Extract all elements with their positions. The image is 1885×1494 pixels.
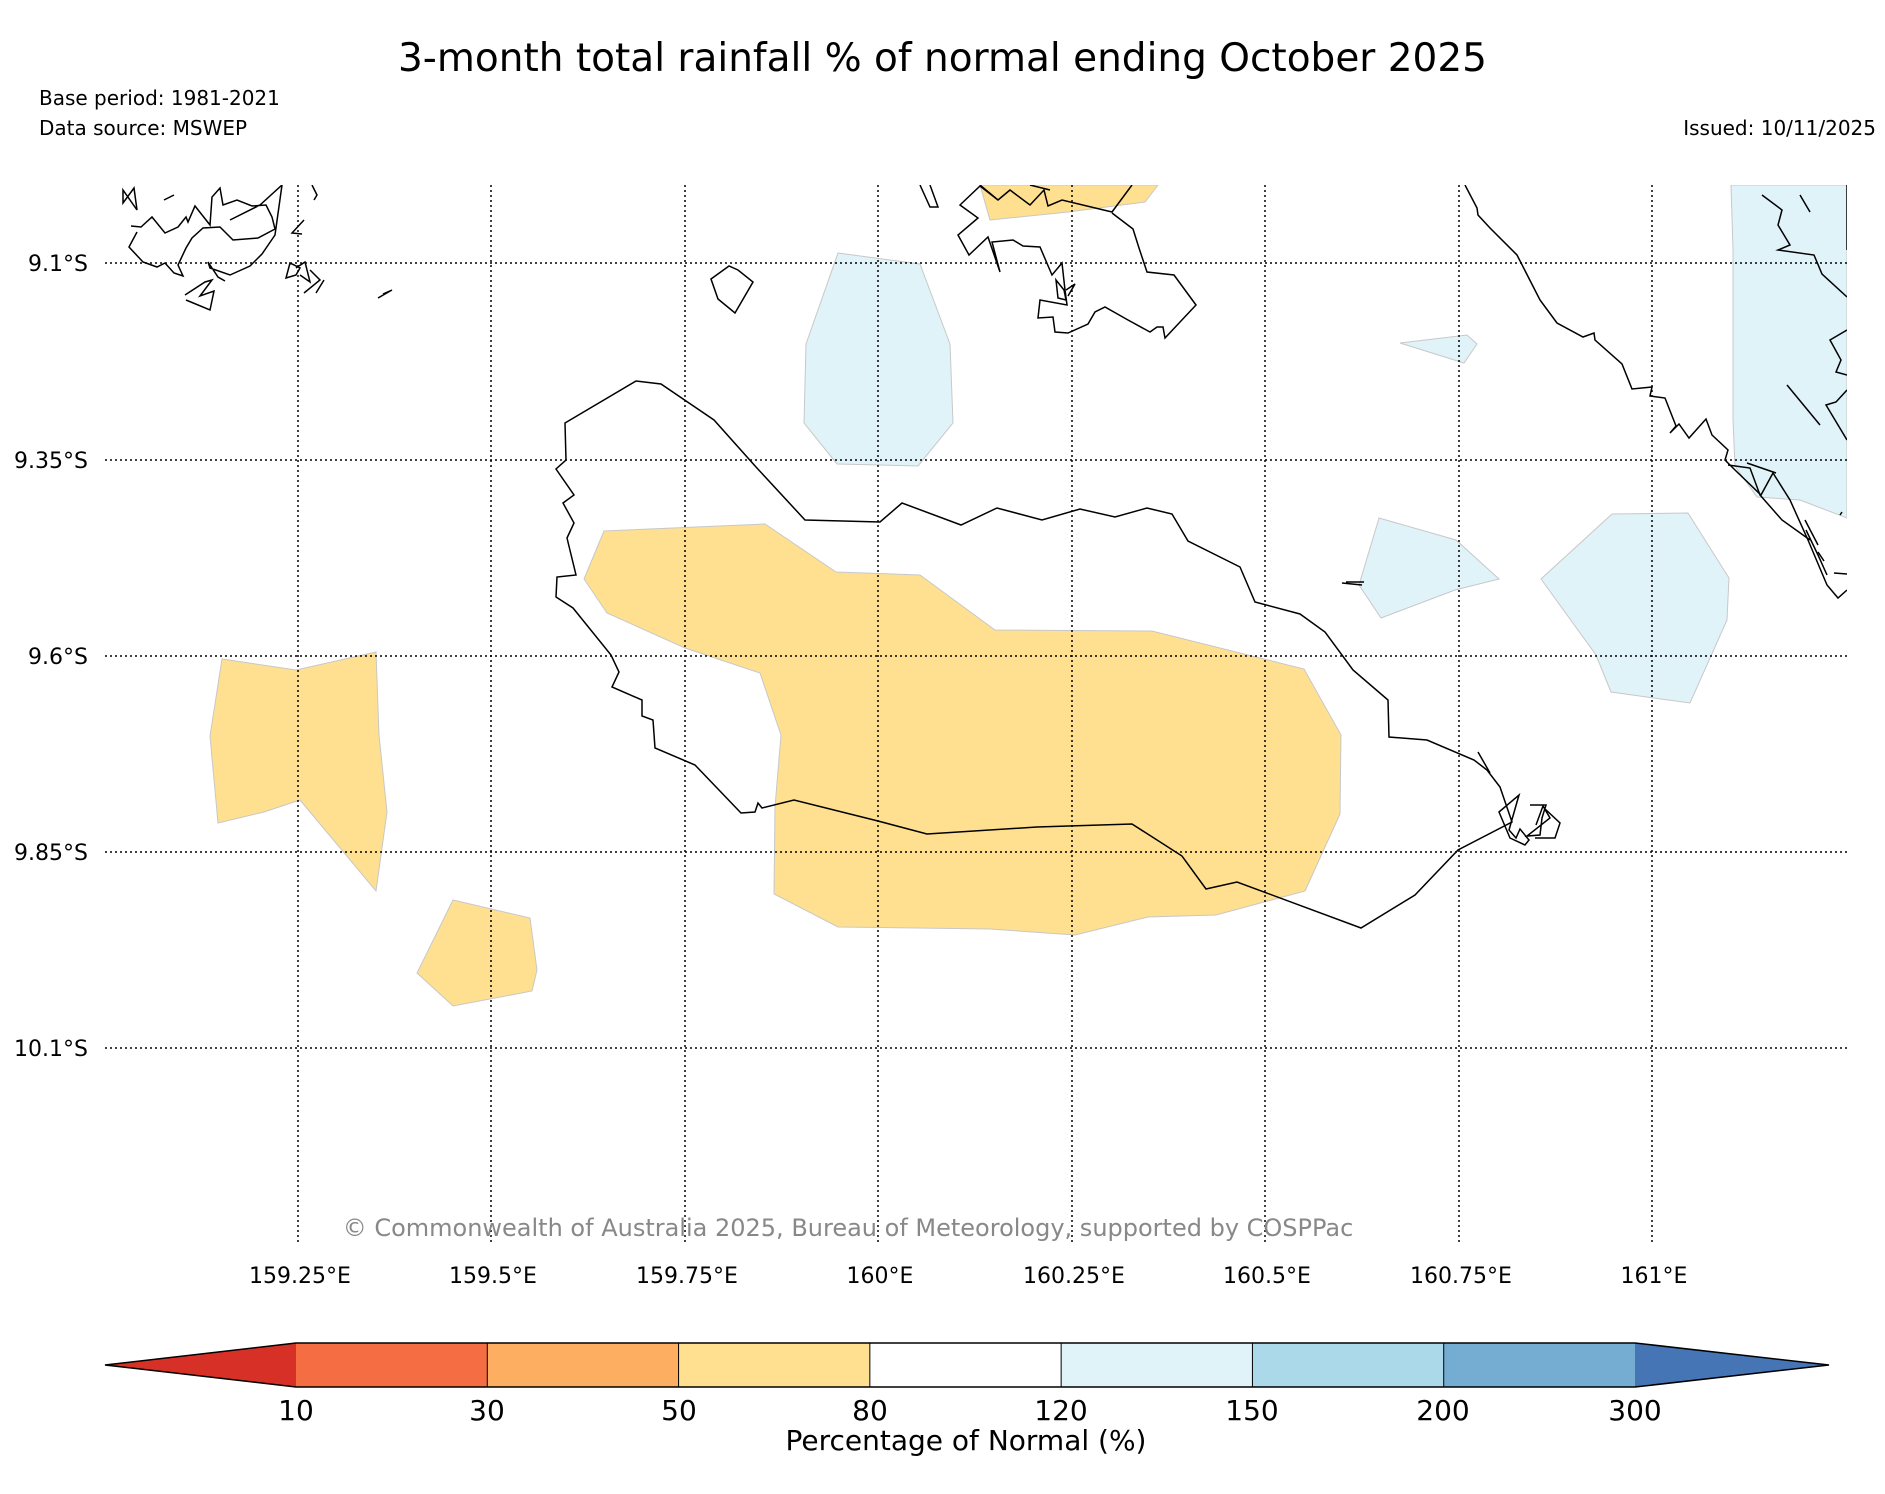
map-title: 3-month total rainfall % of normal endin… bbox=[397, 36, 1487, 81]
coastline-east-stubs bbox=[1727, 384, 1828, 576]
colorbar-tick: 200 bbox=[1416, 1394, 1469, 1427]
colorbar-extend-low bbox=[105, 1343, 296, 1387]
coastline-guadalcanal bbox=[555, 380, 1513, 929]
colorbar-segment bbox=[487, 1343, 679, 1387]
colorbar-tick: 50 bbox=[661, 1394, 697, 1427]
colorbar-label: Percentage of Normal (%) bbox=[786, 1424, 1147, 1457]
lat-label: 9.35°S bbox=[14, 449, 88, 474]
colorbar-tick: 30 bbox=[469, 1394, 505, 1427]
lon-label: 160.5°E bbox=[1223, 1264, 1311, 1289]
colorbar-tick: 300 bbox=[1608, 1394, 1661, 1427]
colorbar-tick: 80 bbox=[852, 1394, 888, 1427]
lon-label: 159.25°E bbox=[249, 1264, 351, 1289]
colorbar-segment bbox=[1443, 1343, 1635, 1387]
latitude-labels: 9.1°S 9.35°S 9.6°S 9.85°S 10.1°S bbox=[14, 252, 88, 1062]
data-source: Data source: MSWEP bbox=[39, 116, 248, 140]
coastline-small-island bbox=[1054, 277, 1076, 302]
rainfall-region-north bbox=[979, 185, 1159, 221]
colorbar-tick: 150 bbox=[1225, 1394, 1278, 1427]
colorbar-segment bbox=[296, 1343, 488, 1387]
rainfall-region-blue-3 bbox=[1358, 517, 1501, 619]
lon-label: 161°E bbox=[1621, 1264, 1688, 1289]
rainfall-region-blue-1 bbox=[803, 252, 954, 467]
longitude-labels: 159.25°E 159.5°E 159.75°E 160°E 160.25°E… bbox=[249, 1264, 1687, 1289]
lat-label: 9.6°S bbox=[28, 645, 88, 670]
colorbar-segment bbox=[1061, 1343, 1253, 1387]
issued-date: Issued: 10/11/2025 bbox=[1683, 116, 1876, 140]
rainfall-region-blue-4 bbox=[1540, 512, 1730, 704]
coastline-savo bbox=[710, 265, 754, 315]
coastline-marau bbox=[1341, 581, 1561, 846]
rainfall-region-guadalcanal bbox=[583, 523, 1342, 936]
colorbar-tick: 120 bbox=[1034, 1394, 1087, 1427]
lon-label: 159.75°E bbox=[636, 1264, 738, 1289]
map-area bbox=[105, 185, 1847, 1243]
colorbar-ticks: 10 30 50 80 120 150 200 300 bbox=[278, 1394, 1662, 1427]
colorbar-tick: 10 bbox=[278, 1394, 314, 1427]
rainfall-region-blue-5 bbox=[1730, 185, 1847, 519]
lat-label: 9.1°S bbox=[28, 252, 88, 277]
lon-label: 159.5°E bbox=[449, 1264, 537, 1289]
colorbar-segment bbox=[869, 1343, 1062, 1387]
rainfall-region-southwest bbox=[416, 899, 538, 1007]
colorbar-extend-high bbox=[1635, 1343, 1829, 1387]
colorbar bbox=[104, 1342, 1830, 1388]
rainfall-region-blue-2 bbox=[1399, 334, 1478, 364]
coastline-florida-islands bbox=[919, 185, 1197, 340]
colorbar-outline bbox=[104, 1342, 1830, 1388]
lon-label: 160°E bbox=[847, 1264, 914, 1289]
gridlines bbox=[105, 185, 1847, 1243]
coastline-malaita-east bbox=[1761, 185, 1847, 441]
lon-label: 160.25°E bbox=[1023, 1264, 1125, 1289]
lon-label: 160.75°E bbox=[1410, 1264, 1512, 1289]
rainfall-120-150-regions bbox=[803, 185, 1847, 704]
coastlines bbox=[122, 185, 1847, 929]
coastline-russell-islands bbox=[122, 185, 393, 312]
coastline-malaita bbox=[1464, 185, 1847, 600]
base-period: Base period: 1981-2021 bbox=[39, 86, 280, 110]
lat-label: 10.1°S bbox=[14, 1037, 88, 1062]
copyright-notice: © Commonwealth of Australia 2025, Bureau… bbox=[343, 1214, 1354, 1242]
lat-label: 9.85°S bbox=[14, 841, 88, 866]
colorbar-segment bbox=[1252, 1343, 1444, 1387]
colorbar-segment bbox=[678, 1343, 870, 1387]
rainfall-50-80-regions bbox=[209, 185, 1342, 1007]
